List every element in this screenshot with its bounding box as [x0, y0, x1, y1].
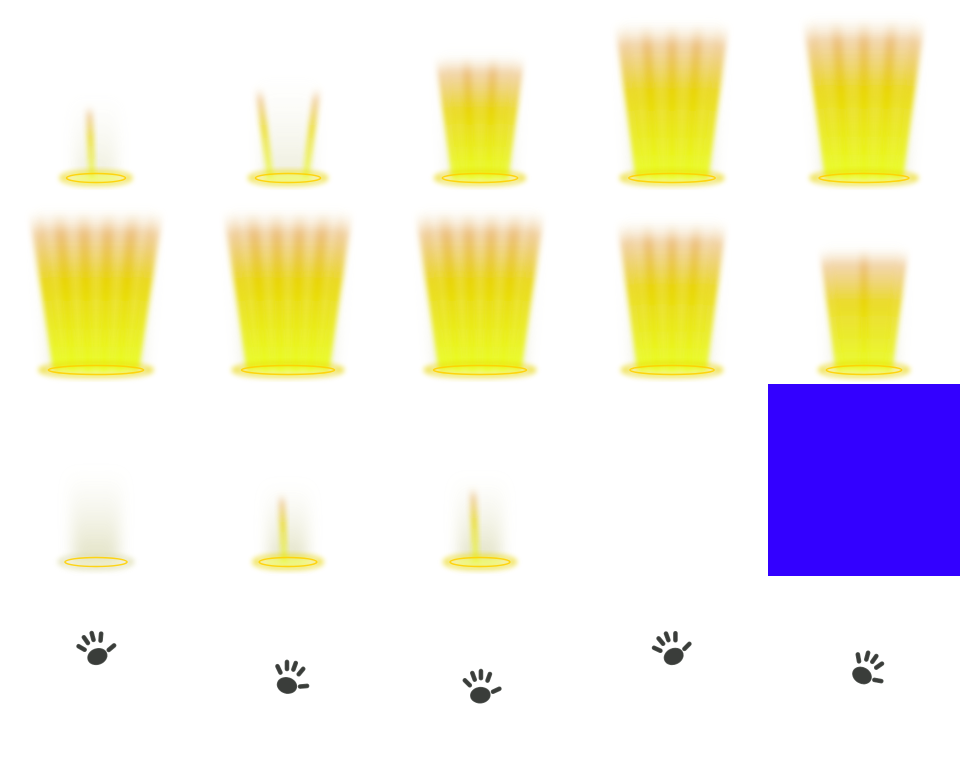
light-haze	[69, 469, 124, 562]
hand-sprite	[768, 576, 960, 768]
light-pillar-sprite	[576, 0, 768, 192]
shadow-hand	[647, 623, 697, 670]
light-pillar-sprite	[192, 0, 384, 192]
sprite-frame	[0, 192, 192, 384]
hand-sprite	[384, 576, 576, 768]
base-glow	[72, 174, 121, 182]
shadow-hand	[461, 667, 503, 704]
base-glow	[833, 366, 895, 374]
sprite-frame	[192, 576, 384, 768]
sprite-frame	[768, 576, 960, 768]
shadow-hand	[269, 656, 316, 699]
sprite-frame	[192, 192, 384, 384]
sprite-frame	[768, 192, 960, 384]
base-glow	[637, 366, 706, 374]
light-pillar-sprite	[0, 192, 192, 384]
light-pillar-sprite	[0, 384, 192, 576]
light-pillar-sprite	[192, 192, 384, 384]
light-pillar-sprite	[768, 0, 960, 192]
sprite-frame	[192, 0, 384, 192]
light-pillar-sprite	[384, 0, 576, 192]
shadow-hand	[843, 644, 894, 693]
light-pillar-sprite	[576, 192, 768, 384]
light-pillar-sprite	[384, 192, 576, 384]
sprite-frame	[0, 0, 192, 192]
light-haze	[455, 476, 505, 562]
base-glow	[57, 366, 135, 374]
sprite-frame	[576, 0, 768, 192]
light-haze	[266, 482, 311, 562]
sprite-frame	[576, 384, 768, 576]
sprite-frame	[576, 192, 768, 384]
base-glow	[636, 174, 707, 182]
sprite-frame	[192, 384, 384, 576]
hand-sprite	[192, 576, 384, 768]
sprite-frame	[0, 384, 192, 576]
sprite-frame	[384, 384, 576, 576]
sprite-frame	[576, 576, 768, 768]
base-glow	[264, 558, 311, 566]
base-glow	[261, 174, 315, 182]
hand-sprite	[576, 576, 768, 768]
base-glow	[250, 366, 327, 374]
light-pillar-sprite	[768, 192, 960, 384]
sprite-frame	[384, 192, 576, 384]
base-glow	[455, 558, 504, 566]
sprite-frame	[0, 576, 192, 768]
base-glow	[442, 366, 519, 374]
light-pillar-sprite	[384, 384, 576, 576]
sprite-frame	[768, 0, 960, 192]
base-glow	[70, 558, 121, 566]
base-glow	[449, 174, 511, 182]
solid-color-tile	[768, 384, 960, 576]
sprite-frame	[768, 384, 960, 576]
sprite-frame	[384, 0, 576, 192]
light-pillar-sprite	[192, 384, 384, 576]
hand-sprite	[0, 576, 192, 768]
base-glow	[827, 174, 901, 182]
light-haze	[72, 94, 120, 178]
shadow-hand	[72, 624, 120, 669]
light-pillar-sprite	[0, 0, 192, 192]
sprite-frame	[384, 576, 576, 768]
